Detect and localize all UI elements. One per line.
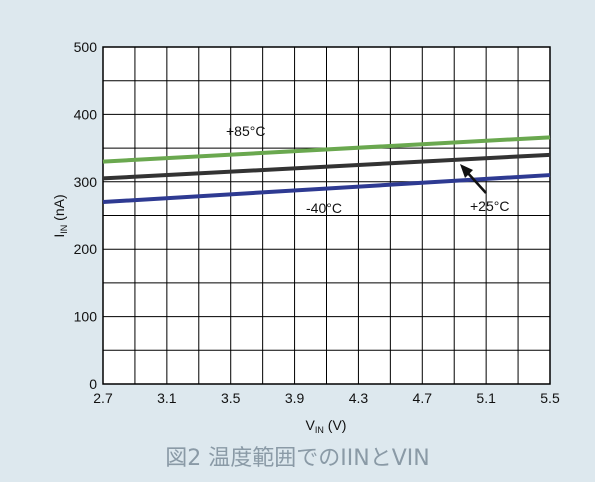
y-tick-label: 400 xyxy=(74,106,98,122)
series-layer xyxy=(102,135,551,205)
y-tick-label: 200 xyxy=(74,241,98,257)
x-tick-label: 3.9 xyxy=(285,390,305,406)
series-label-25: +25°C xyxy=(470,198,509,214)
series-label-85: +85°C xyxy=(226,123,265,139)
plot-frame xyxy=(102,46,551,385)
series-line-1 xyxy=(102,152,551,181)
y-tick-label: 300 xyxy=(74,174,98,190)
grid xyxy=(102,46,551,385)
y-tick-label: 500 xyxy=(74,39,98,55)
y-tick-label: 100 xyxy=(74,309,98,325)
y-tick-label: 0 xyxy=(89,376,97,392)
x-tick-label: 4.3 xyxy=(349,390,369,406)
x-tick-label: 3.1 xyxy=(157,390,177,406)
x-tick-label: 5.1 xyxy=(476,390,496,406)
annotation-arrowhead xyxy=(460,164,473,178)
series-line-0 xyxy=(102,135,551,164)
y-axis-title: IIN (nA) xyxy=(51,194,69,237)
x-axis-title: VIN (V) xyxy=(306,417,347,435)
annotation-arrow xyxy=(465,170,487,194)
x-tick-label: 4.7 xyxy=(413,390,433,406)
tick-labels: 2.7 3.1 3.5 3.9 4.3 4.7 5.1 5.5 0 100 200 300 400 500 xyxy=(74,39,560,406)
chart: 2.7 3.1 3.5 3.9 4.3 4.7 5.1 5.5 0 100 200 300 400 500… xyxy=(51,39,560,435)
x-tick-label: 2.7 xyxy=(93,390,113,406)
x-tick-label: 3.5 xyxy=(221,390,241,406)
series-line-2 xyxy=(102,173,551,205)
series-label-minus40: -40°C xyxy=(306,200,342,216)
figure-caption: 図2 温度範囲でのIINとVIN xyxy=(165,446,430,471)
x-tick-label: 5.5 xyxy=(540,390,560,406)
